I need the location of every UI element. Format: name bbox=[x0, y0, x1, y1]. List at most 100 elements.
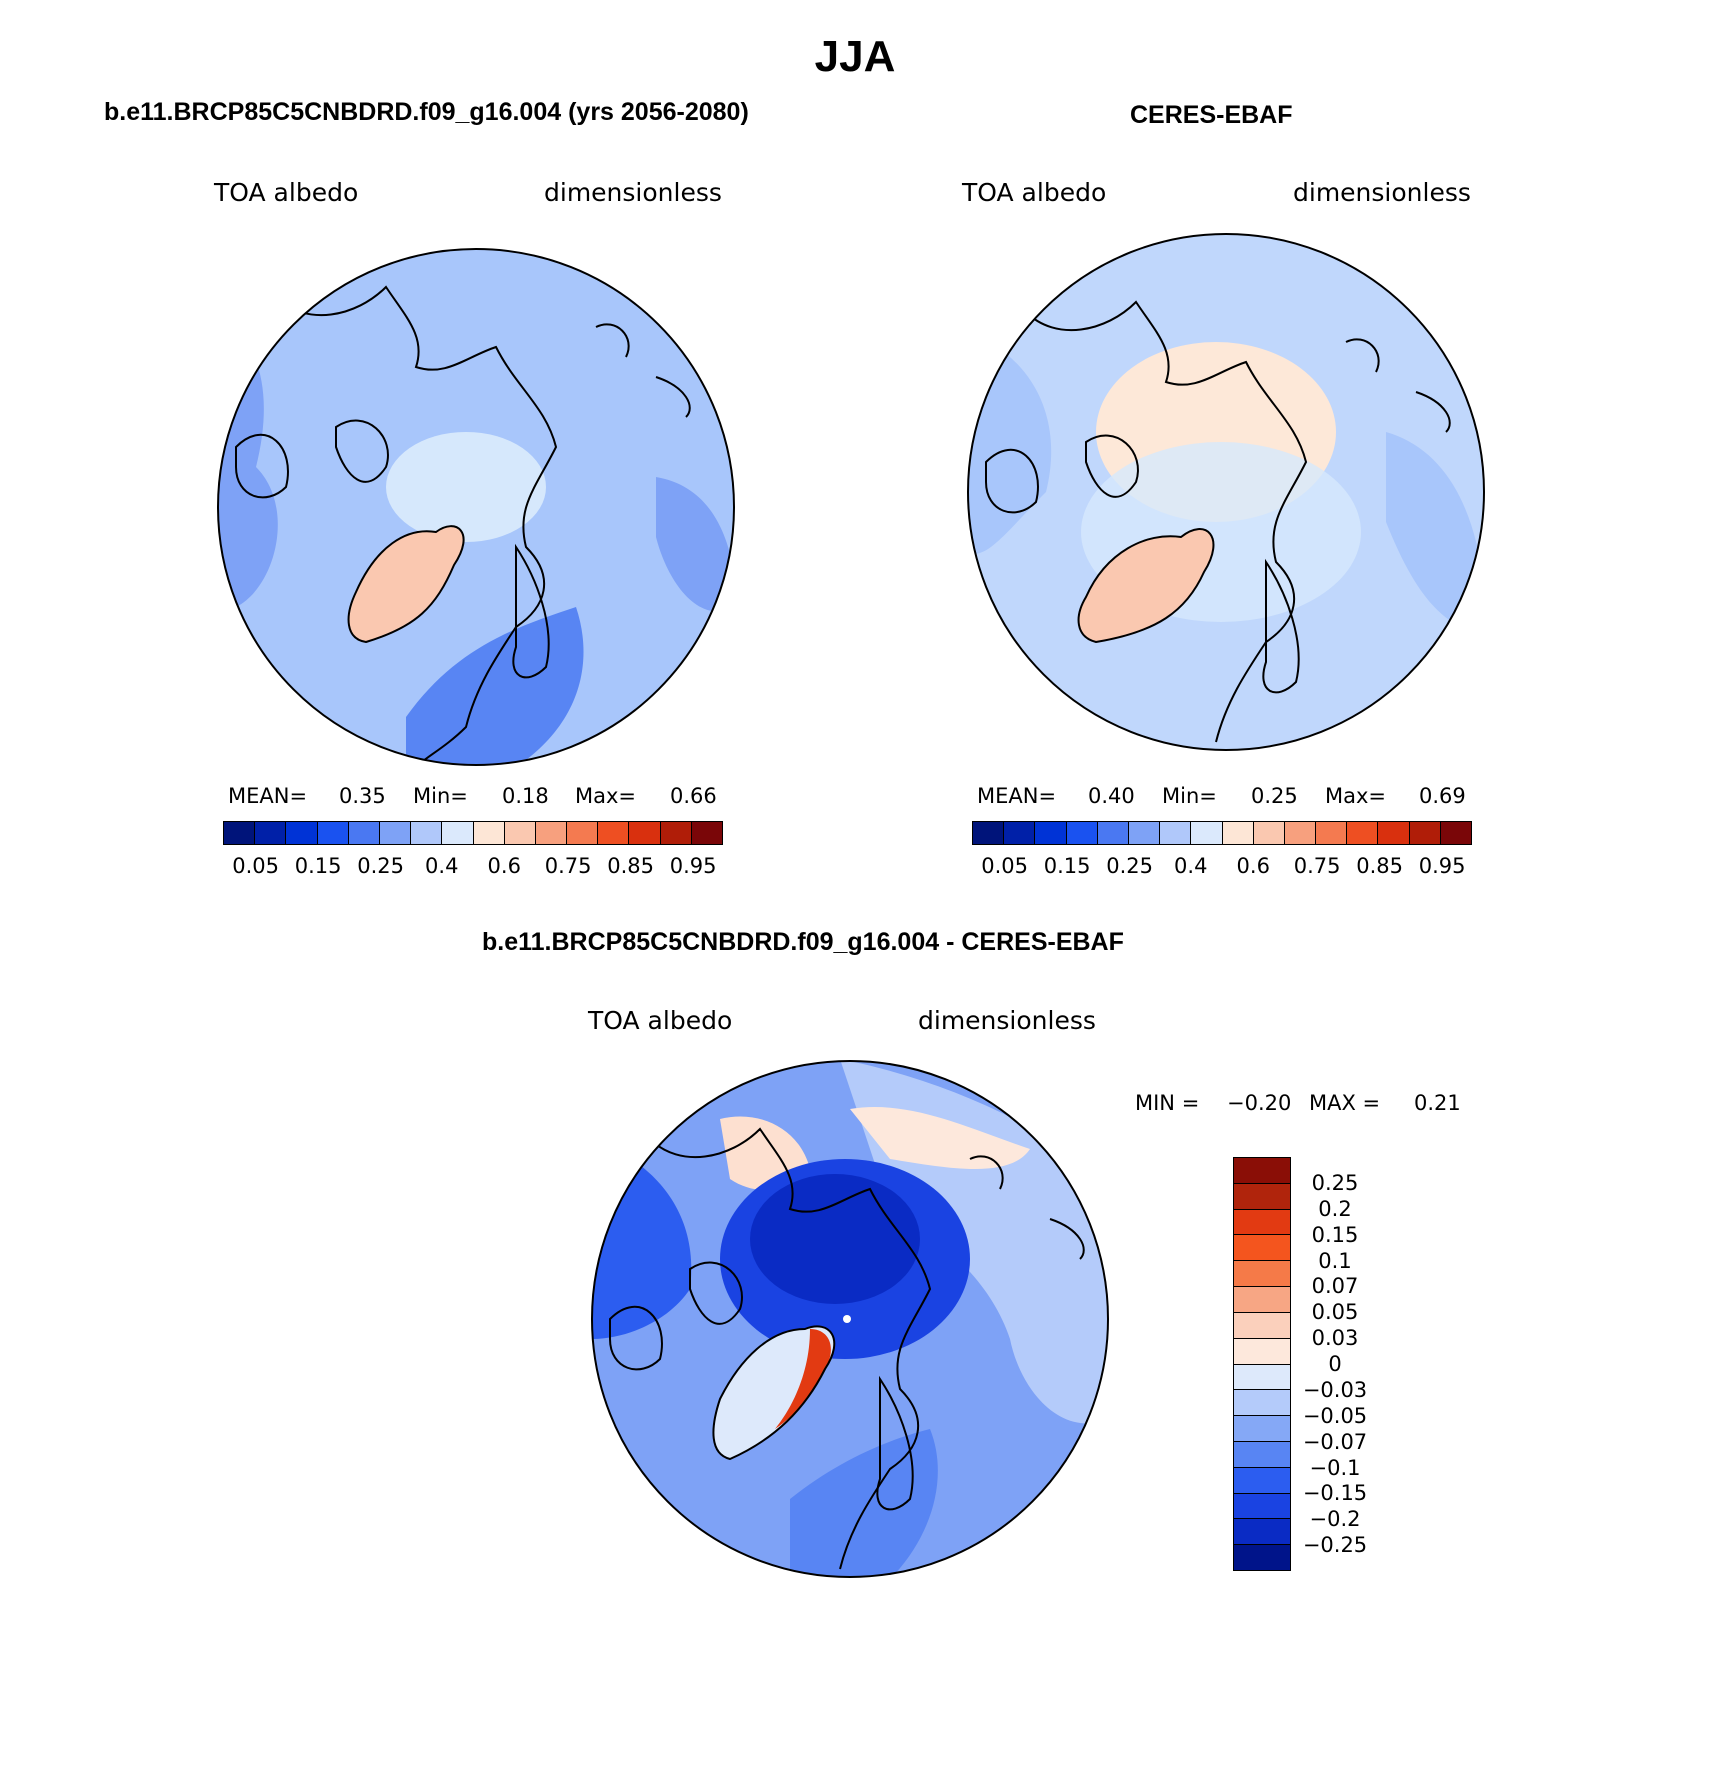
difference-colorbar-label: 0.03 bbox=[1311, 1326, 1359, 1351]
difference-colorbar-box bbox=[1234, 1287, 1290, 1313]
difference-colorbar-box bbox=[1234, 1158, 1290, 1184]
panel-1-colorbar-box bbox=[348, 822, 380, 844]
difference-europe-low bbox=[790, 1429, 938, 1577]
difference-colorbar-label: 0.2 bbox=[1318, 1196, 1352, 1221]
panel-2-colorbar-label: 0.25 bbox=[1106, 854, 1154, 878]
panel-2-colorbar-box bbox=[1440, 822, 1471, 844]
difference-greenland-east-rim bbox=[775, 1329, 831, 1429]
difference-colorbar-label: −0.03 bbox=[1302, 1377, 1368, 1402]
difference-colorbar-box bbox=[1234, 1390, 1290, 1417]
panel-1-variable-label: TOA albedo bbox=[214, 178, 359, 207]
panel-1-colorbar-box bbox=[224, 822, 256, 844]
panel-2-colorbar-box bbox=[1097, 822, 1129, 844]
panel-2-colorbar-box bbox=[1004, 822, 1036, 844]
panel-1-colorbar-label: 0.95 bbox=[669, 854, 717, 878]
difference-colorbar-label: −0.2 bbox=[1309, 1507, 1361, 1532]
panel-1-min-label: Min= bbox=[413, 784, 468, 808]
panel-2-colorbar-box bbox=[1066, 822, 1098, 844]
panel-1-coastline bbox=[275, 285, 558, 765]
panel-1-colorbar-box bbox=[379, 822, 412, 844]
difference-coastline bbox=[649, 1127, 932, 1570]
panel-1-europe-low-region bbox=[406, 607, 584, 765]
panel-2-colorbar-label: 0.85 bbox=[1356, 854, 1404, 878]
panel-2-max-value: 0.69 bbox=[1419, 784, 1466, 808]
panel-2-colorbar-box bbox=[973, 822, 1005, 844]
difference-colorbar-label: 0.07 bbox=[1311, 1274, 1359, 1299]
panel-2-colorbar-box bbox=[1284, 822, 1317, 844]
panel-2-colorbar-box bbox=[1035, 822, 1067, 844]
panel-2-colorbar-label: 0.4 bbox=[1174, 854, 1208, 878]
north-pole-marker bbox=[843, 1315, 851, 1323]
panel-2-title: CERES-EBAF bbox=[1130, 101, 1293, 129]
panel-1-colorbar-label: 0.15 bbox=[294, 854, 342, 878]
panel-1-colorbar-box bbox=[286, 822, 318, 844]
difference-colorbar-box bbox=[1234, 1416, 1290, 1442]
panel-2-colorbar-label: 0.15 bbox=[1043, 854, 1091, 878]
difference-colorbar-box bbox=[1234, 1312, 1290, 1339]
panel-1-greenland bbox=[348, 526, 464, 642]
panel-1-units-label: dimensionless bbox=[544, 178, 722, 207]
panel-2-max-label: Max= bbox=[1325, 784, 1387, 808]
difference-colorbar-label: 0.1 bbox=[1318, 1248, 1352, 1273]
difference-max-label: MAX = bbox=[1309, 1091, 1381, 1115]
difference-units-label: dimensionless bbox=[918, 1006, 1096, 1035]
difference-colorbar-box bbox=[1234, 1338, 1290, 1365]
panel-1-colorbar-label: 0.05 bbox=[232, 854, 280, 878]
panel-2-colorbar-box bbox=[1347, 822, 1379, 844]
panel-1-max-value: 0.66 bbox=[670, 784, 717, 808]
difference-colorbar-label: −0.25 bbox=[1302, 1533, 1368, 1558]
panel-2-units-label: dimensionless bbox=[1293, 178, 1471, 207]
difference-colorbar-box bbox=[1234, 1493, 1290, 1520]
panel-2-colorbar bbox=[972, 821, 1472, 845]
panel-1-colorbar-box bbox=[411, 822, 443, 844]
difference-colorbar-label: 0.05 bbox=[1311, 1300, 1359, 1325]
panel-2-greenland bbox=[1078, 529, 1214, 642]
difference-greenland bbox=[713, 1326, 835, 1459]
difference-min-label: MIN = bbox=[1135, 1091, 1200, 1115]
panel-1-mean-label: MEAN= bbox=[228, 784, 308, 808]
panel-1-colorbar-box bbox=[598, 822, 630, 844]
difference-min-value: −0.20 bbox=[1227, 1091, 1292, 1115]
panel-2-min-label: Min= bbox=[1162, 784, 1217, 808]
panel-2-east-low-region bbox=[1386, 432, 1484, 632]
panel-1-colorbar-label: 0.4 bbox=[425, 854, 459, 878]
difference-warm-land-2 bbox=[850, 1107, 1030, 1169]
difference-colorbar-box bbox=[1234, 1519, 1290, 1546]
panel-2-colorbar-box bbox=[1128, 822, 1161, 844]
panel-1-colorbar-box bbox=[317, 822, 349, 844]
panel-1-colorbar-label: 0.6 bbox=[487, 854, 521, 878]
panel-1-colorbar-box bbox=[535, 822, 568, 844]
panel-2-variable-label: TOA albedo bbox=[962, 178, 1107, 207]
difference-colorbar-label: 0.25 bbox=[1311, 1170, 1359, 1195]
panel-1-colorbar-box bbox=[629, 822, 661, 844]
panel-2-min-value: 0.25 bbox=[1251, 784, 1298, 808]
difference-colorbar-label: 0.15 bbox=[1311, 1222, 1359, 1247]
panel-1-colorbar-box bbox=[567, 822, 599, 844]
panel-2-colorbar-label: 0.05 bbox=[981, 854, 1029, 878]
panel-2-mean-value: 0.40 bbox=[1088, 784, 1135, 808]
panel-2-colorbar-box bbox=[1160, 822, 1192, 844]
difference-max-value: 0.21 bbox=[1414, 1091, 1461, 1115]
panel-1-colorbar-box bbox=[473, 822, 505, 844]
difference-title: b.e11.BRCP85C5CNBDRD.f09_g16.004 - CERES… bbox=[482, 928, 1124, 956]
panel-2-mean-label: MEAN= bbox=[977, 784, 1057, 808]
panel-2-colorbar-box bbox=[1378, 822, 1410, 844]
panel-1-max-label: Max= bbox=[575, 784, 637, 808]
panel-1-colorbar-label: 0.85 bbox=[607, 854, 655, 878]
panel-1-mean-value: 0.35 bbox=[339, 784, 386, 808]
difference-variable-label: TOA albedo bbox=[588, 1006, 733, 1035]
panel-2-colorbar-box bbox=[1191, 822, 1223, 844]
panel-2-colorbar-label: 0.6 bbox=[1236, 854, 1270, 878]
panel-2-colorbar-box bbox=[1316, 822, 1348, 844]
panel-2-colorbar-box bbox=[1222, 822, 1254, 844]
difference-polar-map bbox=[591, 1060, 1109, 1578]
difference-colorbar-box bbox=[1234, 1467, 1290, 1494]
difference-colorbar bbox=[1233, 1157, 1291, 1571]
difference-colorbar-box bbox=[1234, 1261, 1290, 1288]
panel-1-colorbar-box bbox=[442, 822, 474, 844]
panel-1-colorbar-label: 0.25 bbox=[357, 854, 405, 878]
difference-colorbar-box bbox=[1234, 1545, 1290, 1570]
difference-colorbar-label: −0.1 bbox=[1309, 1455, 1361, 1480]
difference-colorbar-box bbox=[1234, 1209, 1290, 1236]
difference-colorbar-label: −0.05 bbox=[1302, 1403, 1368, 1428]
